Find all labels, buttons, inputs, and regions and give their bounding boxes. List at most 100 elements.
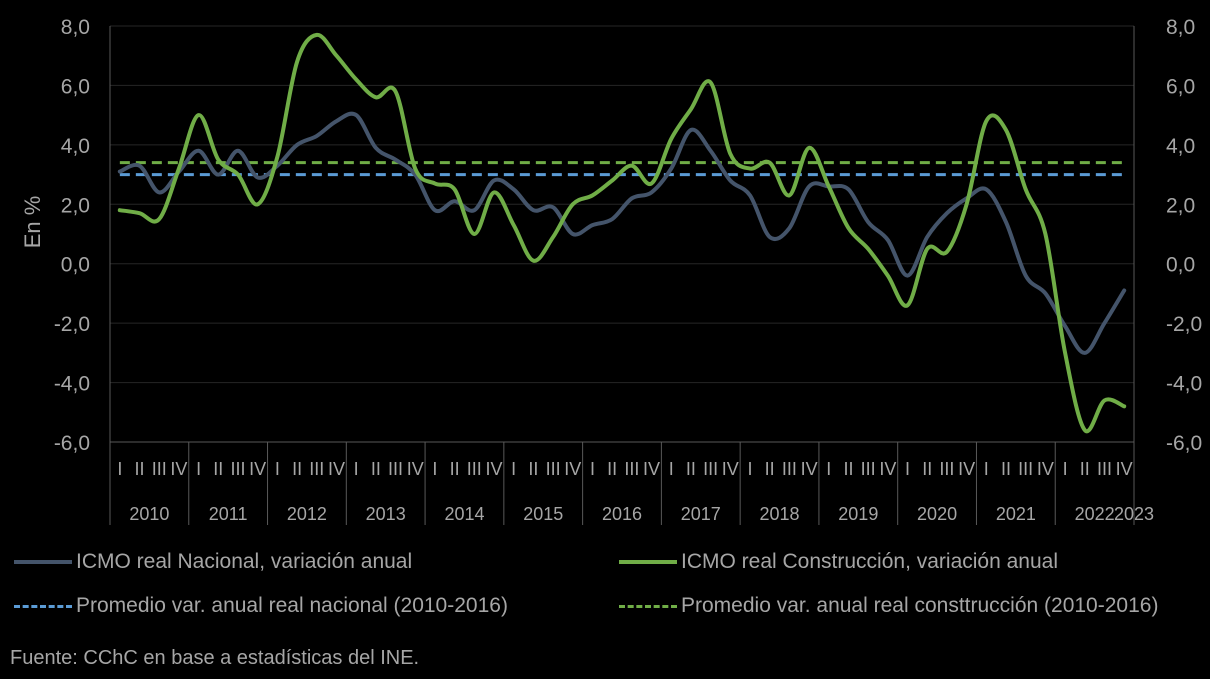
- x-tick-label-quarter: III: [782, 459, 797, 479]
- x-tick-label-quarter: III: [230, 459, 245, 479]
- x-tick-label-quarter: III: [546, 459, 561, 479]
- legend-item-prom-nacional: Promedio var. anual real nacional (2010-…: [14, 594, 508, 618]
- x-tick-label-quarter: I: [1063, 459, 1068, 479]
- x-tick-label-year: 2013: [366, 504, 406, 524]
- y-tick-label: 4,0: [61, 135, 90, 158]
- x-tick-label-year: 2022: [1075, 504, 1115, 524]
- x-tick-label-quarter: I: [196, 459, 201, 479]
- gridlines: [110, 25, 1134, 443]
- x-tick-label-year: 2017: [681, 504, 721, 524]
- line-chart: -6,0 -4,0 -2,0 0,0 2,0 4,0 6,0 8,0 -6,0 -4,0 -2,0…: [20, 16, 1202, 525]
- x-tick-label-quarter: IV: [564, 459, 581, 479]
- x-tick-label-quarter: IV: [249, 459, 266, 479]
- y-tick-label-right: 2,0: [1166, 194, 1195, 217]
- x-tick-label-quarter: IV: [170, 459, 187, 479]
- x-tick-label-quarter: III: [624, 459, 639, 479]
- y-tick-label: -4,0: [54, 373, 90, 396]
- x-tick-label-quarter: IV: [1037, 459, 1054, 479]
- y-tick-label: 0,0: [61, 254, 90, 277]
- y-axis-label: En %: [20, 196, 45, 249]
- legend-item-prom-construccion: Promedio var. anual real consttrucción (…: [619, 594, 1158, 618]
- x-tick-label-quarter: II: [686, 459, 696, 479]
- x-tick-label-quarter: II: [450, 459, 460, 479]
- x-tick-label-quarter: I: [826, 459, 831, 479]
- x-tick-label-quarter: I: [275, 459, 280, 479]
- series-line-1: [117, 32, 1127, 434]
- x-tick-label-year: 2020: [917, 504, 957, 524]
- y-tick-label-right: 0,0: [1166, 254, 1195, 277]
- y-tick-label: -2,0: [54, 313, 90, 336]
- x-tick-label-quarter: IV: [407, 459, 424, 479]
- x-tick-label-quarter: IV: [801, 459, 818, 479]
- x-tick-label-year: 2011: [209, 504, 248, 524]
- legend-item-construccion: ICMO real Construcción, variación anual: [619, 550, 1058, 574]
- x-tick-label-quarter: II: [213, 459, 223, 479]
- x-tick-label-year: 2021: [996, 504, 1036, 524]
- series-group: [117, 32, 1127, 434]
- legend-swatch-nacional: [14, 560, 72, 564]
- x-tick-label-quarter: II: [765, 459, 775, 479]
- legend-item-nacional: ICMO real Nacional, variación anual: [14, 550, 412, 574]
- x-tick-label-quarter: III: [703, 459, 718, 479]
- x-tick-label-quarter: I: [747, 459, 752, 479]
- legend-swatch-prom-nacional: [14, 604, 72, 608]
- x-tick-label-quarter: II: [843, 459, 853, 479]
- x-tick-label-quarter: IV: [1116, 459, 1133, 479]
- x-tick-label-year: 2015: [523, 504, 563, 524]
- y-tick-label: 8,0: [61, 16, 90, 39]
- x-tick-label-quarter: III: [309, 459, 324, 479]
- x-tick-label-quarter: III: [1018, 459, 1033, 479]
- y-tick-label: -6,0: [54, 432, 90, 455]
- x-tick-label-quarter: I: [354, 459, 359, 479]
- x-tick-label-quarter: I: [905, 459, 910, 479]
- x-tick-label-year: 2018: [760, 504, 800, 524]
- y-axis-right: -6,0 -4,0 -2,0 0,0 2,0 4,0 6,0 8,0: [1133, 16, 1202, 455]
- y-tick-label-right: 8,0: [1166, 16, 1195, 39]
- x-tick-label-quarter: III: [939, 459, 954, 479]
- x-tick-label-year: 2016: [602, 504, 642, 524]
- y-tick-label-right: -2,0: [1166, 313, 1202, 336]
- x-tick-label-quarter: II: [922, 459, 932, 479]
- x-tick-label-quarter: III: [388, 459, 403, 479]
- x-tick-label-quarter: III: [152, 459, 167, 479]
- x-tick-label-year: 2019: [838, 504, 878, 524]
- x-tick-label-quarter: I: [669, 459, 674, 479]
- y-tick-label-right: 6,0: [1166, 75, 1195, 98]
- x-tick-label-quarter: II: [371, 459, 381, 479]
- x-tick-label-quarter: I: [117, 459, 122, 479]
- x-tick-label-quarter: IV: [328, 459, 345, 479]
- x-tick-label-year: 2014: [444, 504, 484, 524]
- legend-label-construccion: ICMO real Construcción, variación anual: [681, 550, 1058, 573]
- x-tick-label-quarter: II: [292, 459, 302, 479]
- legend-label-nacional: ICMO real Nacional, variación anual: [76, 550, 413, 573]
- x-axis: I II III IV I II III IV I II III IV I II III IV I II III IV…: [109, 441, 1154, 525]
- y-axis-left: -6,0 -4,0 -2,0 0,0 2,0 4,0 6,0 8,0: [54, 16, 111, 455]
- source-note: Fuente: CChC en base a estadísticas del …: [10, 647, 420, 669]
- x-tick-label-quarter: II: [1080, 459, 1090, 479]
- legend-swatch-construccion: [619, 560, 677, 564]
- legend-label-prom-nacional: Promedio var. anual real nacional (2010-…: [76, 594, 508, 617]
- x-tick-label-quarter: II: [1001, 459, 1011, 479]
- x-tick-label-quarter: IV: [879, 459, 896, 479]
- y-tick-label-right: -4,0: [1166, 373, 1202, 396]
- y-tick-label: 2,0: [61, 194, 90, 217]
- y-tick-label-right: -6,0: [1166, 432, 1202, 455]
- y-tick-label-right: 4,0: [1166, 135, 1195, 158]
- x-tick-label-quarter: IV: [485, 459, 502, 479]
- x-tick-label-quarter: III: [467, 459, 482, 479]
- series-line-0: [117, 111, 1127, 355]
- x-tick-label-quarter: IV: [958, 459, 975, 479]
- x-tick-label-quarter: I: [590, 459, 595, 479]
- x-tick-label-quarter: III: [861, 459, 876, 479]
- x-tick-label-quarter: I: [511, 459, 516, 479]
- x-tick-label-quarter: I: [432, 459, 437, 479]
- x-tick-label-year: 2010: [129, 504, 169, 524]
- x-tick-label-quarter: III: [1097, 459, 1112, 479]
- x-tick-label-quarter: II: [607, 459, 617, 479]
- x-tick-label-quarter: IV: [722, 459, 739, 479]
- x-tick-label-quarter: II: [528, 459, 538, 479]
- y-tick-label: 6,0: [61, 75, 90, 98]
- x-tick-label-quarter: I: [984, 459, 989, 479]
- legend-swatch-prom-construccion: [619, 604, 677, 608]
- x-tick-label-quarter: II: [135, 459, 145, 479]
